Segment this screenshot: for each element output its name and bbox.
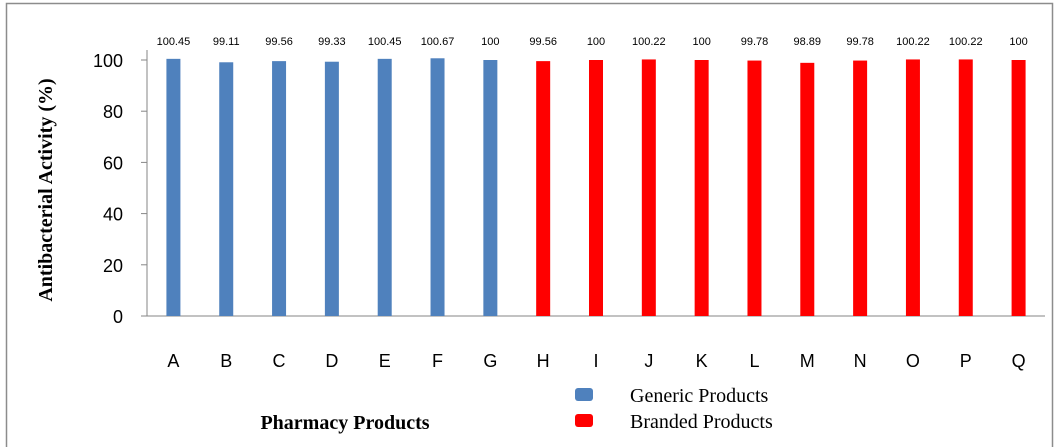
data-label-d: 99.33: [318, 36, 346, 48]
bar-a: [166, 58, 181, 317]
bar-i: [589, 60, 603, 316]
category-label-e: E: [379, 351, 391, 371]
data-label-g: 100: [481, 36, 499, 48]
bar-e: [377, 58, 392, 317]
data-label-k: 100: [692, 36, 710, 48]
bar-h: [536, 61, 551, 316]
category-label-h: H: [537, 351, 550, 371]
bar-q: [1011, 60, 1026, 316]
data-label-e: 100.45: [368, 36, 402, 48]
category-label-b: B: [220, 351, 232, 371]
y-tick-label: 100: [93, 51, 123, 71]
category-label-p: P: [960, 351, 972, 371]
category-label-d: D: [325, 351, 338, 371]
bar-k: [694, 60, 709, 316]
category-label-g: G: [483, 351, 497, 371]
y-tick-label: 20: [103, 256, 123, 276]
y-tick-label: 60: [103, 153, 123, 173]
bar-m: [800, 62, 815, 316]
bar-o: [905, 59, 920, 316]
data-label-a: 100.45: [157, 36, 191, 48]
y-tick-label: 80: [103, 102, 123, 122]
category-label-k: K: [696, 351, 708, 371]
data-label-o: 100.22: [896, 36, 930, 48]
data-label-m: 98.89: [794, 36, 822, 48]
x-axis-title: Pharmacy Products: [260, 412, 429, 434]
category-label-c: C: [273, 351, 286, 371]
bar-b: [219, 62, 234, 317]
labels-group: 100.45 A 99.11 B 99.56 C 99.33 D 100.45 E 100.67 F 1…: [157, 36, 1028, 371]
y-tick-label: 40: [103, 205, 123, 225]
category-label-l: L: [749, 351, 759, 371]
data-label-p: 100.22: [949, 36, 983, 48]
bars-group: [166, 58, 1026, 317]
bar-j: [641, 59, 656, 316]
data-label-b: 99.11: [213, 36, 240, 48]
bar-c: [272, 61, 287, 316]
bar-f: [430, 58, 445, 317]
legend-label-branded: Branded Products: [630, 411, 773, 433]
bar-n: [853, 60, 868, 316]
y-axis-title: Antibacterial Activity (%): [35, 78, 57, 301]
bar-p: [958, 59, 973, 316]
data-label-j: 100.22: [632, 36, 666, 48]
legend-label-generic: Generic Products: [630, 385, 769, 407]
category-label-j: J: [644, 351, 653, 371]
data-label-f: 100.67: [421, 36, 455, 48]
axes: 0 20 40 60 80 100: [93, 50, 1045, 327]
y-tick-label: 0: [113, 307, 123, 327]
legend: Generic Products Branded Products: [575, 385, 773, 433]
data-label-c: 99.56: [265, 36, 293, 48]
category-label-o: O: [906, 351, 920, 371]
data-label-l: 99.78: [741, 36, 769, 48]
legend-swatch-branded: [575, 414, 593, 427]
bar-g: [483, 60, 498, 316]
category-label-q: Q: [1012, 351, 1026, 371]
legend-swatch-generic: [575, 388, 593, 401]
category-label-i: I: [593, 351, 598, 371]
bar-l: [747, 60, 762, 316]
data-label-i: 100: [587, 36, 605, 48]
chart-border: [5, 2, 1054, 447]
category-label-n: N: [854, 351, 867, 371]
data-label-q: 100: [1009, 36, 1027, 48]
bar-d: [324, 61, 339, 317]
data-label-h: 99.56: [529, 36, 557, 48]
data-label-n: 99.78: [846, 36, 874, 48]
category-label-m: M: [800, 351, 815, 371]
category-label-a: A: [167, 351, 179, 371]
category-label-f: F: [432, 351, 443, 371]
